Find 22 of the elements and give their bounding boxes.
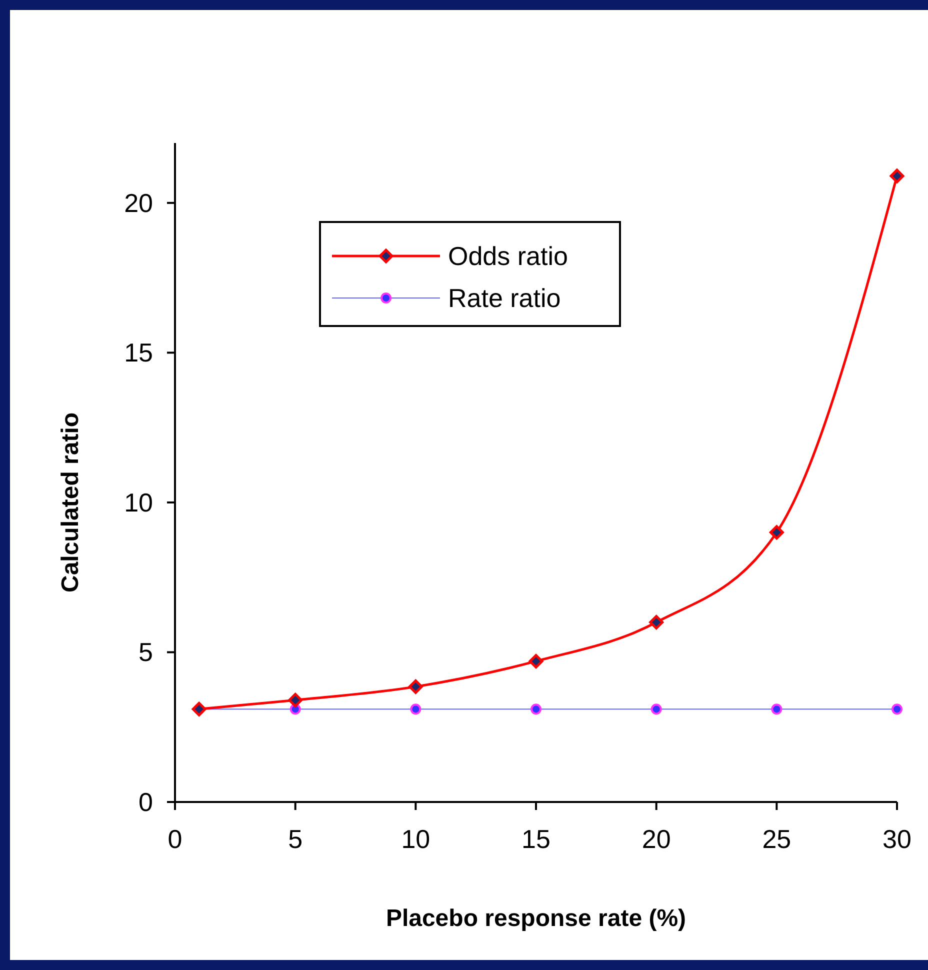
x-tick-label: 25 — [762, 824, 792, 854]
legend-label: Odds ratio — [448, 241, 568, 271]
point — [769, 525, 784, 540]
y-tick-label: 10 — [124, 487, 153, 518]
y-tick-label: 5 — [138, 637, 153, 668]
x-tick-label: 30 — [882, 824, 912, 854]
x-tick-label: 0 — [168, 824, 182, 854]
x-tick-label: 5 — [288, 824, 303, 854]
x-axis-title: Placebo response rate (%) — [386, 905, 686, 932]
x-tick-label: 10 — [401, 824, 430, 854]
legend-label: Rate ratio — [448, 283, 561, 313]
point — [649, 615, 664, 630]
point — [288, 692, 303, 708]
point — [890, 168, 904, 184]
y-axis-title: Calculated ratio — [57, 412, 84, 593]
x-tick-label: 20 — [642, 824, 671, 854]
y-tick-label: 20 — [124, 188, 153, 218]
x-tick-label: 15 — [522, 824, 550, 854]
y-tick-label: 15 — [124, 338, 153, 368]
point — [528, 654, 544, 668]
point — [408, 679, 423, 694]
y-tick-label: 0 — [138, 787, 153, 817]
